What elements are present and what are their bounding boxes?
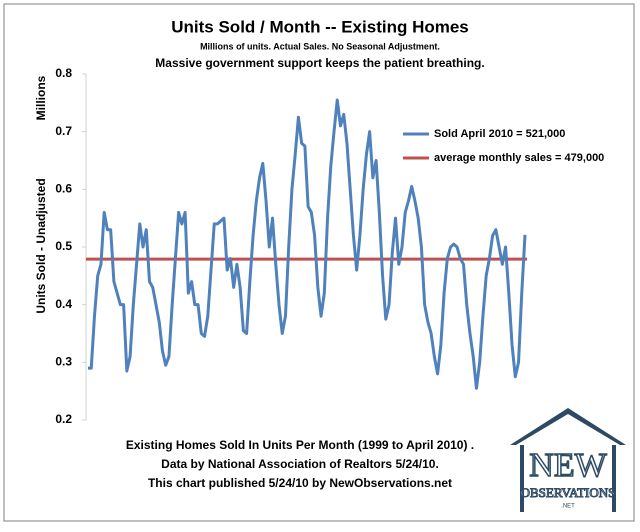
y-tick-label: 0.8 (55, 66, 72, 80)
y-unit-label: Millions (34, 75, 48, 120)
logo-roof (510, 408, 626, 445)
y-tick-label: 0.7 (55, 124, 72, 138)
series-line (88, 98, 527, 390)
chart-subtitle: Millions of units. Actual Sales. No Seas… (200, 41, 440, 51)
headline: Massive government support keeps the pat… (155, 56, 484, 70)
footer-line: This chart published 5/24/10 by NewObser… (148, 476, 452, 490)
chart-title: Units Sold / Month -- Existing Homes (171, 17, 469, 36)
logo-suffix: .NET (561, 504, 575, 510)
y-tick-label: 0.2 (55, 412, 72, 426)
y-axis-title: Units Sold - Unadjusted (34, 178, 48, 313)
footer-line: Data by National Association of Realtors… (161, 457, 439, 471)
legend-label: average monthly sales = 479,000 (434, 152, 604, 164)
logo-walls (520, 445, 616, 512)
logo: NEW OBSERVATIONS .NET (510, 408, 626, 512)
y-tick-label: 0.3 (55, 355, 72, 369)
footer-line: Existing Homes Sold In Units Per Month (… (126, 438, 474, 452)
logo-word: NEW (529, 447, 607, 484)
y-tick-label: 0.5 (55, 239, 72, 253)
logo-sub: OBSERVATIONS (521, 485, 616, 500)
legend-label: Sold April 2010 = 521,000 (434, 128, 565, 140)
y-tick-label: 0.4 (55, 297, 72, 311)
y-tick-label: 0.6 (55, 182, 72, 196)
